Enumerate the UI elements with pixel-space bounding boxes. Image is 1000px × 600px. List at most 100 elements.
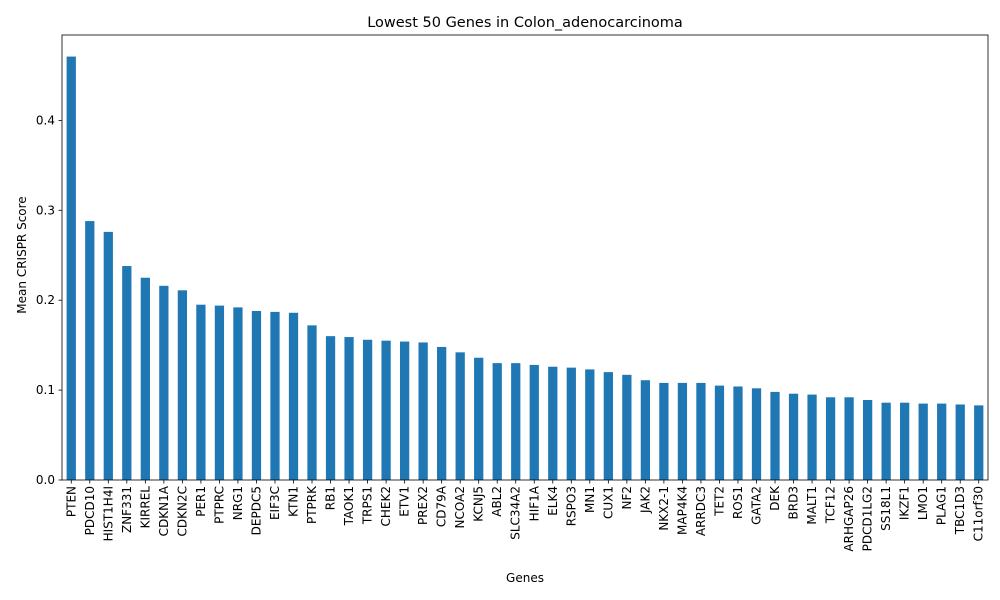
bar-pdcd1lg2 (862, 399, 873, 480)
bar-ros1 (733, 386, 743, 480)
bar-chek2 (381, 340, 391, 480)
x-tick-label: ZNF331 (120, 486, 134, 533)
x-tick-label: C11orf30 (972, 486, 986, 541)
x-tick-label: SS18L1 (879, 486, 893, 531)
chart-title: Lowest 50 Genes in Colon_adenocarcinoma (367, 15, 683, 31)
bar-malt1 (807, 394, 817, 480)
x-tick-label: PTPRC (212, 486, 226, 524)
bar-tbc1d3 (955, 404, 965, 480)
x-tick-label: PER1 (194, 486, 208, 517)
bar-rb1 (325, 336, 336, 480)
x-tick-label: PLAG1 (935, 486, 949, 525)
x-tick-label: TBC1D3 (953, 486, 967, 535)
x-tick-label: KIRREL (138, 486, 152, 529)
x-tick-label: MN1 (583, 486, 597, 513)
x-axis: PTEN PDCD10 HIST1H4I ZNF331 KIRREL CDKN1A CDKN… (64, 480, 986, 552)
bar-prex2 (418, 342, 428, 480)
x-tick-label: NCOA2 (453, 486, 467, 528)
x-tick-label: DEK (768, 485, 782, 511)
x-tick-label: HIF1A (527, 485, 541, 521)
bar-arrdc3 (696, 382, 706, 480)
bar-gata2 (751, 388, 762, 480)
bar-eif3c (270, 311, 280, 480)
bar-rspo3 (566, 367, 576, 480)
x-tick-label: ARRDC3 (694, 486, 708, 536)
y-tick-label: 0.1 (36, 383, 55, 397)
x-tick-label: NF2 (620, 486, 634, 510)
x-tick-label: MAP4K4 (675, 486, 689, 535)
x-tick-label: CHEK2 (379, 486, 393, 527)
x-tick-label: ROS1 (731, 486, 745, 519)
bar-cd79a (437, 346, 447, 480)
x-tick-label: ELK4 (546, 486, 560, 516)
bar-ptprc (214, 305, 225, 480)
bar-per1 (196, 304, 206, 480)
x-tick-label: DEPDC5 (249, 486, 263, 535)
x-tick-label: TAOK1 (342, 486, 356, 526)
bar-nf2 (622, 374, 632, 480)
x-tick-label: CUX1 (601, 486, 615, 519)
bar-elk4 (548, 366, 558, 480)
bar-lmo1 (918, 403, 928, 480)
bar-slc34a2 (511, 363, 521, 480)
x-tick-label: RSPO3 (564, 486, 578, 526)
bar-cdkn2c (177, 290, 188, 480)
bar-tet2 (714, 385, 725, 480)
bars-group (66, 56, 984, 481)
x-tick-label: GATA2 (750, 486, 764, 525)
x-tick-label: CDKN2C (175, 486, 189, 536)
bar-c11orf30 (974, 405, 984, 480)
x-tick-label: NKX2-1 (657, 486, 671, 531)
x-tick-label: NRG1 (231, 486, 245, 520)
x-tick-label: KCNJ5 (472, 486, 486, 522)
bar-nkx2-1 (659, 382, 669, 480)
y-tick-label: 0.3 (36, 203, 55, 217)
x-tick-label: TET2 (712, 486, 726, 517)
x-axis-label: Genes (506, 571, 544, 585)
x-tick-label: KTN1 (287, 486, 301, 517)
x-tick-label: EIF3C (268, 486, 282, 520)
bar-trps1 (362, 339, 373, 480)
x-tick-label: PTPRK (305, 485, 319, 524)
x-tick-label: LMO1 (916, 486, 930, 520)
x-tick-label: IKZF1 (898, 486, 912, 520)
bar-dek (770, 391, 780, 480)
plot-frame (61, 34, 989, 481)
bar-taok1 (344, 337, 354, 480)
bar-kcnj5 (474, 357, 484, 480)
bar-ktn1 (288, 312, 299, 480)
bar-depdc5 (251, 310, 262, 480)
bar-kirrel (140, 277, 150, 480)
x-tick-label: BRD3 (787, 486, 801, 519)
x-tick-label: JAK2 (638, 486, 652, 514)
x-tick-label: CD79A (435, 485, 449, 527)
bar-cdkn1a (159, 285, 169, 480)
bar-ss18l1 (881, 402, 891, 480)
y-axis: 0.0 0.1 0.2 0.3 0.4 (36, 113, 62, 487)
x-tick-label: HIST1H4I (101, 486, 115, 541)
bar-mn1 (585, 369, 595, 480)
bar-jak2 (640, 380, 651, 480)
bar-etv1 (399, 341, 410, 480)
y-axis-label: Mean CRISPR Score (15, 196, 29, 313)
y-tick-label: 0.0 (36, 473, 55, 487)
bar-arhgap26 (844, 397, 854, 480)
bar-ncoa2 (455, 352, 465, 480)
bar-map4k4 (677, 382, 688, 480)
bar-znf331 (122, 266, 132, 480)
bar-hist1h4i (103, 231, 113, 480)
bar-ikzf1 (900, 402, 910, 480)
x-tick-label: RB1 (324, 486, 338, 510)
bar-cux1 (603, 372, 613, 480)
bar-pten (66, 56, 76, 481)
x-tick-label: PDCD10 (83, 486, 97, 535)
x-tick-label: ARHGAP26 (842, 486, 856, 552)
bar-nrg1 (233, 307, 243, 480)
x-tick-label: MALT1 (805, 486, 819, 525)
bar-abl2 (492, 363, 502, 480)
x-tick-label: ETV1 (398, 486, 412, 517)
bar-plag1 (937, 403, 947, 480)
x-tick-label: PDCD1LG2 (861, 486, 875, 551)
